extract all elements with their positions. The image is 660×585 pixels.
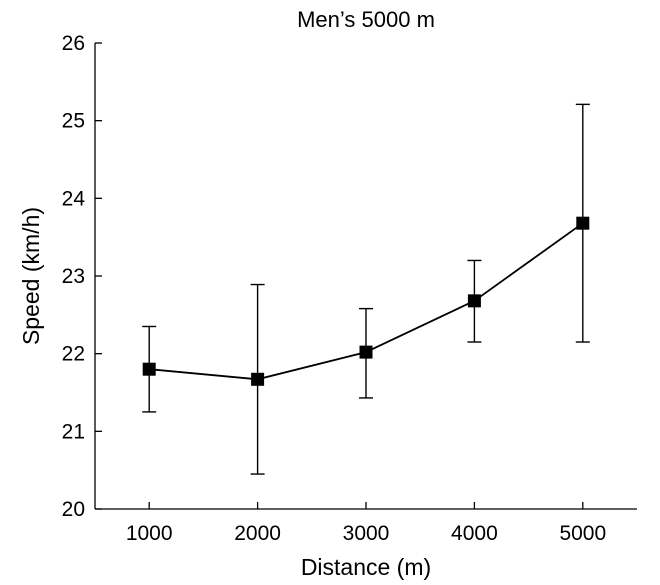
chart-title: Men’s 5000 m: [297, 7, 435, 32]
y-tick-label: 24: [62, 187, 86, 210]
y-tick-label: 26: [62, 32, 85, 55]
y-tick-label: 21: [62, 420, 85, 443]
y-axis: 20 21 22 23 24 25 26: [62, 32, 102, 521]
data-point: [142, 362, 156, 376]
data-point: [467, 294, 481, 308]
x-axis-label: Distance (m): [301, 554, 431, 580]
y-tick-label: 23: [62, 265, 85, 288]
y-tick-label: 25: [62, 110, 85, 133]
data-point: [251, 372, 265, 386]
x-tick-label: 1000: [126, 522, 173, 545]
data-markers: [142, 216, 590, 386]
x-tick-label: 5000: [559, 522, 606, 545]
y-tick-label: 22: [62, 343, 85, 366]
y-tick-label: 20: [62, 498, 85, 521]
data-point: [359, 345, 373, 359]
x-tick-label: 2000: [234, 522, 281, 545]
x-tick-label: 3000: [343, 522, 390, 545]
plot-area: 20 21 22 23 24 25 26 1000 2000 3000 4000 5000: [62, 32, 637, 545]
x-axis: 1000 2000 3000 4000 5000: [95, 502, 637, 545]
x-tick-label: 4000: [451, 522, 498, 545]
error-bars: [142, 103, 590, 475]
y-axis-label: Speed (km/h): [18, 207, 44, 345]
data-point: [576, 216, 590, 230]
